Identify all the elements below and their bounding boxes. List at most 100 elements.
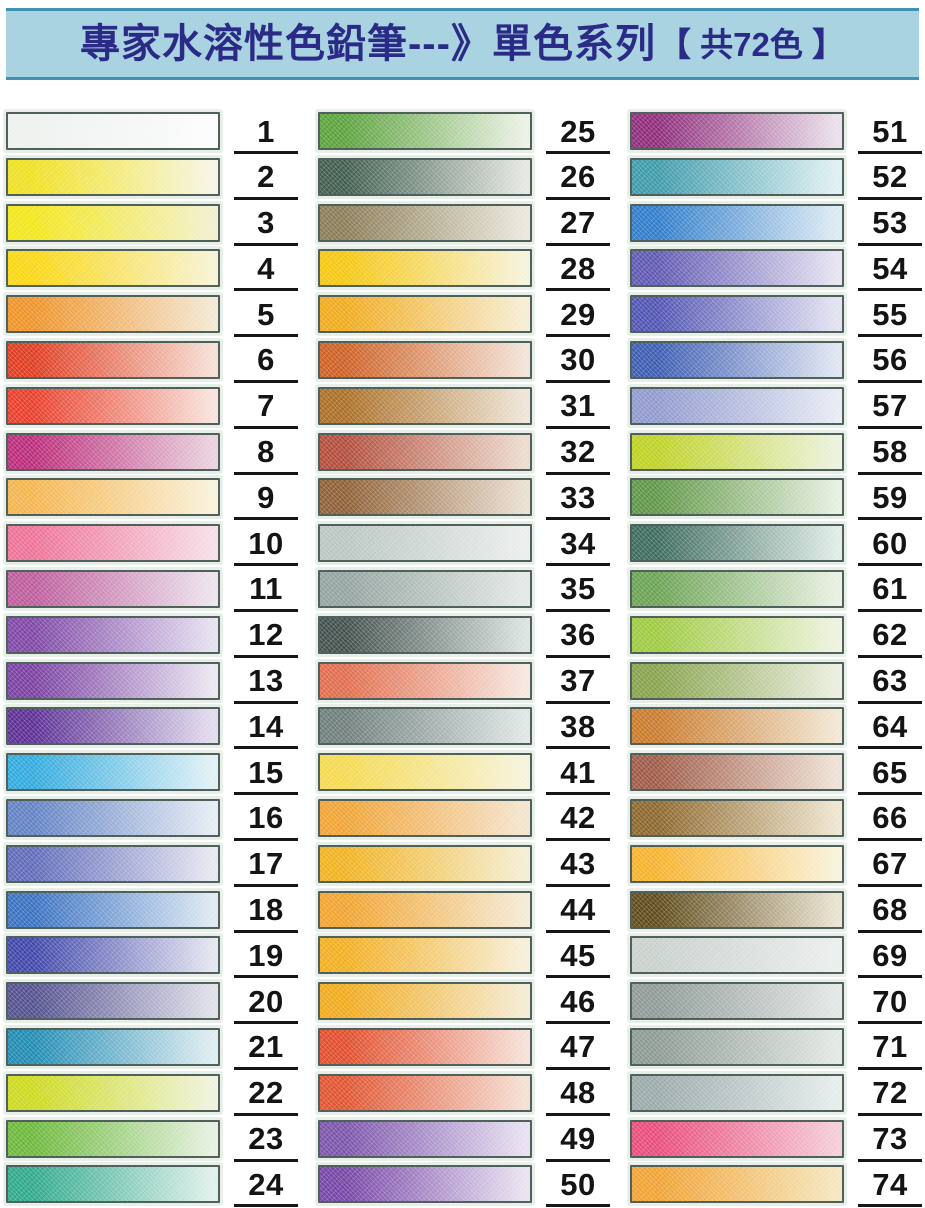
color-swatch xyxy=(6,753,220,792)
swatch-row: 21 xyxy=(6,1027,298,1070)
swatch-number-cell: 9 xyxy=(234,478,298,521)
swatch-row: 66 xyxy=(630,798,922,841)
swatch-number-cell: 24 xyxy=(234,1165,298,1208)
number-underline xyxy=(234,151,298,154)
swatch-number: 42 xyxy=(560,800,596,836)
number-underline xyxy=(546,242,610,246)
swatch-number-cell: 61 xyxy=(858,570,922,612)
color-swatch xyxy=(318,157,532,196)
swatch-column-1: 1 2 3 4 5 6 7 xyxy=(6,112,298,1208)
number-underline xyxy=(858,929,922,933)
swatch-row: 6 xyxy=(6,340,298,383)
swatch-number-cell: 12 xyxy=(234,616,298,658)
swatch-number: 34 xyxy=(560,525,596,561)
color-swatch xyxy=(630,661,844,700)
swatch-row: 31 xyxy=(318,386,610,429)
swatch-row: 33 xyxy=(318,478,610,521)
color-swatch xyxy=(6,1119,220,1158)
swatch-number-cell: 65 xyxy=(858,753,922,796)
swatch-number: 37 xyxy=(560,663,596,699)
number-underline xyxy=(234,425,298,429)
swatch-number-cell: 20 xyxy=(234,982,298,1025)
number-underline xyxy=(546,929,610,933)
swatch-number-cell: 21 xyxy=(234,1028,298,1070)
number-underline xyxy=(234,242,298,246)
number-underline xyxy=(546,379,610,383)
color-swatch xyxy=(6,524,220,563)
swatch-row: 15 xyxy=(6,753,298,796)
color-swatch xyxy=(630,1119,844,1158)
color-swatch xyxy=(318,844,532,883)
swatch-number-cell: 23 xyxy=(234,1120,298,1162)
swatch-number-cell: 3 xyxy=(234,204,298,246)
swatch-row: 25 xyxy=(318,112,610,154)
swatch-number-cell: 52 xyxy=(858,158,922,200)
swatch-number-cell: 4 xyxy=(234,249,298,292)
color-swatch xyxy=(6,295,220,334)
swatch-number: 63 xyxy=(872,663,908,699)
swatch-row: 22 xyxy=(6,1073,298,1116)
swatch-number-cell: 10 xyxy=(234,524,298,567)
swatch-number-cell: 11 xyxy=(234,570,298,612)
title-bar: 專家水溶性色鉛筆---》單色系列 【 共72色 】 xyxy=(6,8,919,80)
color-swatch xyxy=(6,890,220,929)
swatch-grid: 1 2 3 4 5 6 7 xyxy=(6,112,922,1208)
number-underline xyxy=(234,929,298,933)
swatch-number: 15 xyxy=(248,754,284,790)
number-underline xyxy=(858,563,922,567)
page-title: 專家水溶性色鉛筆---》單色系列 xyxy=(79,22,656,66)
swatch-number-cell: 67 xyxy=(858,845,922,887)
color-swatch xyxy=(6,936,220,975)
swatch-number: 67 xyxy=(872,846,908,882)
color-swatch xyxy=(6,798,220,837)
swatch-number: 14 xyxy=(248,708,284,744)
swatch-number-cell: 5 xyxy=(234,295,298,338)
color-swatch xyxy=(318,432,532,471)
swatch-number: 55 xyxy=(872,296,908,332)
swatch-row: 48 xyxy=(318,1073,610,1116)
number-underline xyxy=(858,242,922,246)
color-swatch xyxy=(318,615,532,654)
swatch-number: 29 xyxy=(560,296,596,332)
swatch-number-cell: 36 xyxy=(546,616,610,658)
color-swatch xyxy=(6,661,220,700)
number-underline xyxy=(546,883,610,887)
swatch-number-cell: 57 xyxy=(858,387,922,429)
swatch-number: 10 xyxy=(248,525,284,561)
number-underline xyxy=(234,288,298,292)
swatch-number: 53 xyxy=(872,205,908,241)
color-swatch xyxy=(318,753,532,792)
color-swatch xyxy=(318,295,532,334)
swatch-number-cell: 31 xyxy=(546,387,610,429)
number-underline xyxy=(546,975,610,979)
swatch-number: 36 xyxy=(560,617,596,653)
swatch-number-cell: 34 xyxy=(546,524,610,567)
color-swatch xyxy=(630,844,844,883)
color-swatch xyxy=(6,844,220,883)
swatch-number-cell: 7 xyxy=(234,387,298,429)
swatch-number-cell: 51 xyxy=(858,112,922,154)
number-underline xyxy=(234,837,298,841)
color-swatch xyxy=(318,1073,532,1112)
number-underline xyxy=(858,608,922,612)
page-title-count: 【 共72色 】 xyxy=(657,25,845,63)
swatch-number: 44 xyxy=(560,892,596,928)
number-underline xyxy=(546,1021,610,1025)
number-underline xyxy=(234,563,298,567)
swatch-row: 65 xyxy=(630,753,922,796)
color-swatch xyxy=(318,1027,532,1066)
swatch-number-cell: 55 xyxy=(858,295,922,338)
number-underline xyxy=(234,746,298,750)
color-swatch xyxy=(6,615,220,654)
swatch-number-cell: 17 xyxy=(234,845,298,887)
color-swatch xyxy=(630,386,844,425)
swatch-row: 51 xyxy=(630,112,922,154)
swatch-number-cell: 6 xyxy=(234,341,298,383)
swatch-number-cell: 66 xyxy=(858,799,922,841)
swatch-row: 9 xyxy=(6,478,298,521)
swatch-row: 3 xyxy=(6,203,298,246)
number-underline xyxy=(234,1112,298,1116)
swatch-row: 46 xyxy=(318,982,610,1025)
swatch-number-cell: 49 xyxy=(546,1120,610,1162)
swatch-number-cell: 14 xyxy=(234,707,298,750)
